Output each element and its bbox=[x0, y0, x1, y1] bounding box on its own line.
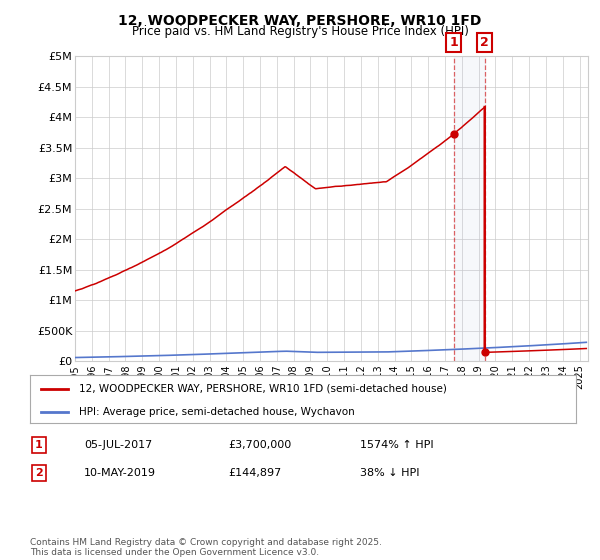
Text: 05-JUL-2017: 05-JUL-2017 bbox=[84, 440, 152, 450]
Text: £3,700,000: £3,700,000 bbox=[228, 440, 291, 450]
Text: 38% ↓ HPI: 38% ↓ HPI bbox=[360, 468, 419, 478]
Text: 1574% ↑ HPI: 1574% ↑ HPI bbox=[360, 440, 434, 450]
Text: HPI: Average price, semi-detached house, Wychavon: HPI: Average price, semi-detached house,… bbox=[79, 407, 355, 417]
Text: 12, WOODPECKER WAY, PERSHORE, WR10 1FD (semi-detached house): 12, WOODPECKER WAY, PERSHORE, WR10 1FD (… bbox=[79, 384, 447, 394]
Text: 2: 2 bbox=[481, 36, 489, 49]
Text: 2: 2 bbox=[35, 468, 43, 478]
Text: 12, WOODPECKER WAY, PERSHORE, WR10 1FD: 12, WOODPECKER WAY, PERSHORE, WR10 1FD bbox=[118, 14, 482, 28]
Text: 1: 1 bbox=[35, 440, 43, 450]
Text: Price paid vs. HM Land Registry's House Price Index (HPI): Price paid vs. HM Land Registry's House … bbox=[131, 25, 469, 38]
Text: Contains HM Land Registry data © Crown copyright and database right 2025.
This d: Contains HM Land Registry data © Crown c… bbox=[30, 538, 382, 557]
Bar bbox=[454, 56, 485, 361]
Text: £144,897: £144,897 bbox=[228, 468, 281, 478]
Text: 1: 1 bbox=[449, 36, 458, 49]
Text: 10-MAY-2019: 10-MAY-2019 bbox=[84, 468, 156, 478]
